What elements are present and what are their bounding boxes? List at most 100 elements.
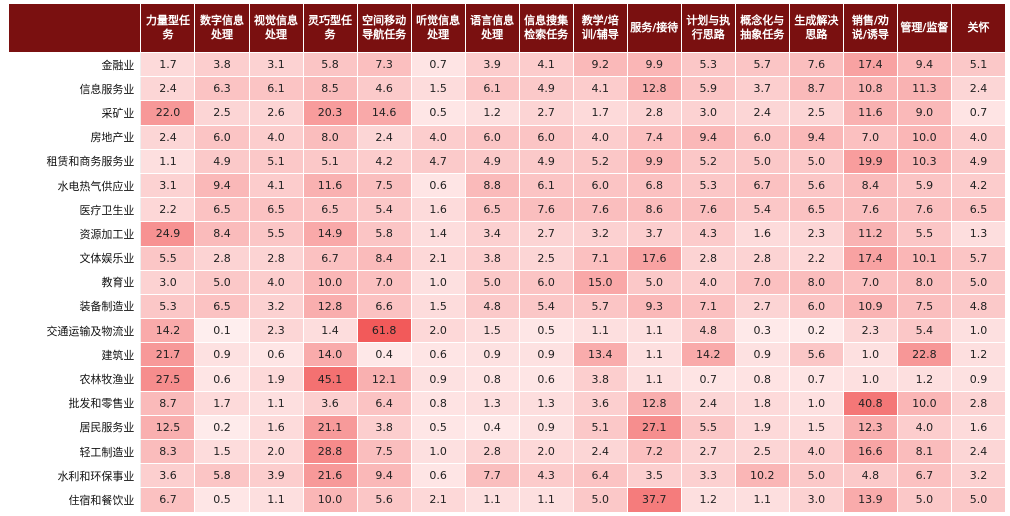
table-row: 教育业 3.0 5.0 4.0 10.0 7.0 1.0 5.0 6.0 15.0 5.0 4.0 7.… xyxy=(7,269,1007,295)
heatmap-cell: 7.2 xyxy=(626,438,682,465)
heatmap-cell: 37.7 xyxy=(626,487,682,513)
heatmap-cell: 3.6 xyxy=(572,390,628,416)
heatmap-cell: 7.4 xyxy=(626,124,682,150)
row-label: 文体娱乐业 xyxy=(7,245,142,271)
table-row: 住宿和餐饮业 6.7 0.5 1.1 10.0 5.6 2.1 1.1 1.1 5.0 37.7 1.… xyxy=(7,487,1007,513)
heatmap-cell: 17.4 xyxy=(842,51,898,78)
heatmap-cell: 9.4 xyxy=(194,172,250,199)
heatmap-cell: 8.0 xyxy=(788,269,844,295)
heatmap-cell: 6.7 xyxy=(734,172,790,199)
heatmap-cell: 1.4 xyxy=(302,318,358,344)
heatmap-cell: 2.3 xyxy=(788,221,844,247)
table-row: 农林牧渔业 27.5 0.6 1.9 45.1 12.1 0.9 0.8 0.6 3.8 1.1 0.… xyxy=(7,366,1007,392)
heatmap-cell: 6.5 xyxy=(302,197,358,223)
heatmap-cell: 7.6 xyxy=(518,197,574,223)
heatmap-cell: 4.0 xyxy=(572,124,628,150)
heatmap-cell: 1.7 xyxy=(140,51,196,78)
heatmap-cell: 2.6 xyxy=(248,100,304,126)
heatmap-cell: 3.9 xyxy=(464,51,520,78)
heatmap-cell: 16.6 xyxy=(842,438,898,465)
heatmap-cell: 10.0 xyxy=(302,269,358,295)
heatmap-cell: 0.7 xyxy=(680,366,736,392)
heatmap-cell: 5.5 xyxy=(140,245,196,271)
heatmap-cell: 21.1 xyxy=(302,414,358,441)
heatmap-cell: 5.7 xyxy=(572,293,628,320)
heatmap-cell: 61.8 xyxy=(356,318,412,344)
heatmap-cell: 1.1 xyxy=(626,366,682,392)
heatmap-cell: 22.8 xyxy=(896,342,952,368)
heatmap-cell: 5.0 xyxy=(194,269,250,295)
heatmap-cell: 2.4 xyxy=(950,76,1007,102)
heatmap-cell: 17.6 xyxy=(626,245,682,271)
heatmap-cell: 6.5 xyxy=(788,197,844,223)
heatmap-cell: 5.9 xyxy=(680,76,736,102)
heatmap-cell: 12.3 xyxy=(842,414,898,441)
heatmap-cell: 4.6 xyxy=(356,76,412,102)
heatmap-cell: 1.1 xyxy=(626,342,682,368)
heatmap-cell: 14.6 xyxy=(356,100,412,126)
heatmap-cell: 6.5 xyxy=(950,197,1007,223)
heatmap-cell: 3.2 xyxy=(572,221,628,247)
table-row: 装备制造业 5.3 6.5 3.2 12.8 6.6 1.5 4.8 5.4 5.7 9.3 7.1 2… xyxy=(7,293,1007,320)
table-row: 批发和零售业 8.7 1.7 1.1 3.6 6.4 0.8 1.3 1.3 3.6 12.8 2.4… xyxy=(7,390,1007,416)
heatmap-cell: 1.0 xyxy=(842,366,898,392)
heatmap-cell: 2.1 xyxy=(410,245,466,271)
heatmap-cell: 13.4 xyxy=(572,342,628,368)
heatmap-cell: 0.6 xyxy=(410,172,466,199)
heatmap-cell: 5.4 xyxy=(518,293,574,320)
heatmap-cell: 28.8 xyxy=(302,438,358,465)
row-label: 医疗卫生业 xyxy=(7,197,142,223)
heatmap-cell: 3.8 xyxy=(572,366,628,392)
heatmap-cell: 6.0 xyxy=(464,124,520,150)
heatmap-cell: 11.3 xyxy=(896,76,952,102)
heatmap-cell: 6.0 xyxy=(518,269,574,295)
heatmap-cell: 1.3 xyxy=(464,390,520,416)
row-label: 建筑业 xyxy=(7,342,142,368)
heatmap-cell: 6.0 xyxy=(734,124,790,150)
table-row: 文体娱乐业 5.5 2.8 2.8 6.7 8.4 2.1 3.8 2.5 7.1 17.6 2.8 2… xyxy=(7,245,1007,271)
heatmap-cell: 0.8 xyxy=(464,366,520,392)
heatmap-cell: 5.0 xyxy=(572,487,628,513)
heatmap-cell: 10.0 xyxy=(896,390,952,416)
heatmap-cell: 27.1 xyxy=(626,414,682,441)
heatmap-cell: 1.5 xyxy=(410,293,466,320)
heatmap-cell: 10.1 xyxy=(896,245,952,271)
row-label: 交通运输及物流业 xyxy=(7,318,142,344)
heatmap-cell: 9.9 xyxy=(626,51,682,78)
heatmap-cell: 0.9 xyxy=(194,342,250,368)
heatmap-cell: 19.9 xyxy=(842,148,898,174)
heatmap-cell: 7.1 xyxy=(572,245,628,271)
heatmap-cell: 8.4 xyxy=(356,245,412,271)
heatmap-cell: 1.6 xyxy=(950,414,1007,441)
heatmap-cell: 1.6 xyxy=(734,221,790,247)
heatmap-cell: 1.5 xyxy=(194,438,250,465)
row-label: 租赁和商务服务业 xyxy=(7,148,142,174)
heatmap-cell: 2.8 xyxy=(950,390,1007,416)
heatmap-cell: 6.5 xyxy=(194,197,250,223)
row-label: 装备制造业 xyxy=(7,293,142,320)
heatmap-cell: 8.3 xyxy=(140,438,196,465)
heatmap-cell: 6.1 xyxy=(464,76,520,102)
row-label: 采矿业 xyxy=(7,100,142,126)
column-header: 视觉信息处理 xyxy=(249,4,304,53)
heatmap-cell: 6.7 xyxy=(302,245,358,271)
heatmap-cell: 7.6 xyxy=(788,51,844,78)
heatmap-cell: 5.0 xyxy=(464,269,520,295)
heatmap-cell: 10.0 xyxy=(302,487,358,513)
heatmap-cell: 11.6 xyxy=(842,100,898,126)
heatmap-cell: 10.2 xyxy=(734,463,790,489)
heatmap-cell: 4.3 xyxy=(680,221,736,247)
heatmap-cell: 5.6 xyxy=(788,172,844,199)
heatmap-cell: 7.6 xyxy=(842,197,898,223)
heatmap-cell: 5.0 xyxy=(950,487,1007,513)
table-row: 信息服务业 2.4 6.3 6.1 8.5 4.6 1.5 6.1 4.9 4.1 12.8 5.9 3… xyxy=(7,76,1007,102)
heatmap-cell: 3.9 xyxy=(248,463,304,489)
heatmap-cell: 1.2 xyxy=(896,366,952,392)
row-label: 农林牧渔业 xyxy=(7,366,142,392)
heatmap-cell: 2.5 xyxy=(518,245,574,271)
heatmap-cell: 8.0 xyxy=(302,124,358,150)
heatmap-cell: 2.4 xyxy=(572,438,628,465)
column-header: 生成解决思路 xyxy=(789,4,844,53)
table-row: 居民服务业 12.5 0.2 1.6 21.1 3.8 0.5 0.4 0.9 5.1 27.1 5.… xyxy=(7,414,1007,441)
